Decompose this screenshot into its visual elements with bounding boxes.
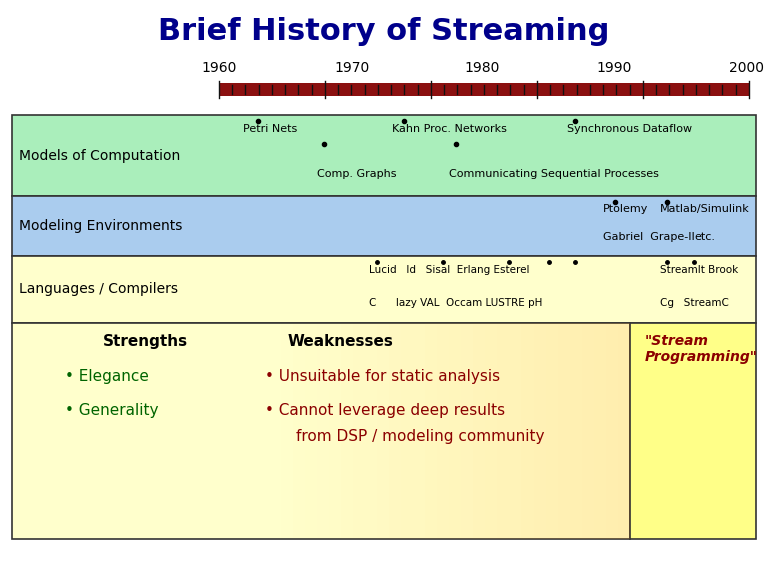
Bar bbox=[12, 256, 756, 323]
Text: • Cannot leverage deep results: • Cannot leverage deep results bbox=[265, 403, 505, 418]
Text: etc.: etc. bbox=[694, 232, 715, 242]
Bar bbox=[473, 323, 485, 539]
Bar bbox=[281, 323, 293, 539]
Text: Weaknesses: Weaknesses bbox=[288, 334, 394, 349]
Bar bbox=[509, 323, 521, 539]
Bar bbox=[329, 323, 341, 539]
Text: Lucid   Id   Sisal  Erlang Esterel: Lucid Id Sisal Erlang Esterel bbox=[369, 265, 530, 275]
Text: StreamIt Brook: StreamIt Brook bbox=[660, 265, 738, 275]
Text: • Unsuitable for static analysis: • Unsuitable for static analysis bbox=[265, 369, 500, 384]
Bar bbox=[485, 323, 498, 539]
Bar bbox=[462, 323, 473, 539]
Bar bbox=[401, 323, 413, 539]
Text: • Generality: • Generality bbox=[65, 403, 159, 418]
Text: Languages / Compilers: Languages / Compilers bbox=[19, 282, 178, 297]
Text: 1990: 1990 bbox=[597, 61, 632, 75]
Text: Kahn Proc. Networks: Kahn Proc. Networks bbox=[392, 124, 507, 134]
Bar bbox=[630, 323, 756, 539]
Text: 1980: 1980 bbox=[465, 61, 500, 75]
Bar bbox=[534, 323, 545, 539]
Bar bbox=[425, 323, 437, 539]
Text: Modeling Environments: Modeling Environments bbox=[19, 219, 183, 233]
Bar bbox=[413, 323, 425, 539]
Bar bbox=[12, 323, 630, 539]
Bar bbox=[365, 323, 377, 539]
Bar bbox=[12, 196, 756, 256]
Bar bbox=[558, 323, 570, 539]
Bar bbox=[219, 83, 749, 96]
Bar bbox=[293, 323, 305, 539]
Text: Synchronous Dataflow: Synchronous Dataflow bbox=[568, 124, 693, 134]
Text: Matlab/Simulink: Matlab/Simulink bbox=[660, 204, 750, 214]
Bar bbox=[498, 323, 509, 539]
Text: Cg   StreamC: Cg StreamC bbox=[660, 298, 729, 308]
Text: Gabriel  Grape-II: Gabriel Grape-II bbox=[603, 232, 695, 242]
Bar bbox=[617, 323, 630, 539]
Bar bbox=[353, 323, 365, 539]
Text: Strengths: Strengths bbox=[104, 334, 188, 349]
Text: C      lazy VAL  Occam LUSTRE pH: C lazy VAL Occam LUSTRE pH bbox=[369, 298, 543, 308]
Bar bbox=[389, 323, 401, 539]
Bar bbox=[545, 323, 558, 539]
Text: 1970: 1970 bbox=[334, 61, 369, 75]
Bar bbox=[606, 323, 617, 539]
Text: Ptolemy: Ptolemy bbox=[603, 204, 648, 214]
Text: Models of Computation: Models of Computation bbox=[19, 149, 180, 162]
Bar bbox=[581, 323, 594, 539]
Text: • Elegance: • Elegance bbox=[65, 369, 149, 384]
Text: 2000: 2000 bbox=[729, 61, 764, 75]
Text: Petri Nets: Petri Nets bbox=[243, 124, 297, 134]
Text: "Stream
Programming": "Stream Programming" bbox=[645, 334, 758, 364]
Text: Comp. Graphs: Comp. Graphs bbox=[316, 169, 396, 179]
Bar bbox=[594, 323, 606, 539]
Bar bbox=[12, 115, 756, 196]
Bar bbox=[521, 323, 534, 539]
Text: from DSP / modeling community: from DSP / modeling community bbox=[296, 429, 545, 444]
Text: Communicating Sequential Processes: Communicating Sequential Processes bbox=[449, 169, 658, 179]
Bar bbox=[317, 323, 329, 539]
Bar bbox=[437, 323, 449, 539]
Bar bbox=[269, 323, 281, 539]
Bar bbox=[305, 323, 317, 539]
Bar bbox=[570, 323, 581, 539]
Bar bbox=[377, 323, 389, 539]
Bar bbox=[341, 323, 353, 539]
Bar bbox=[449, 323, 462, 539]
Text: 1960: 1960 bbox=[201, 61, 237, 75]
Text: Brief History of Streaming: Brief History of Streaming bbox=[158, 17, 610, 46]
